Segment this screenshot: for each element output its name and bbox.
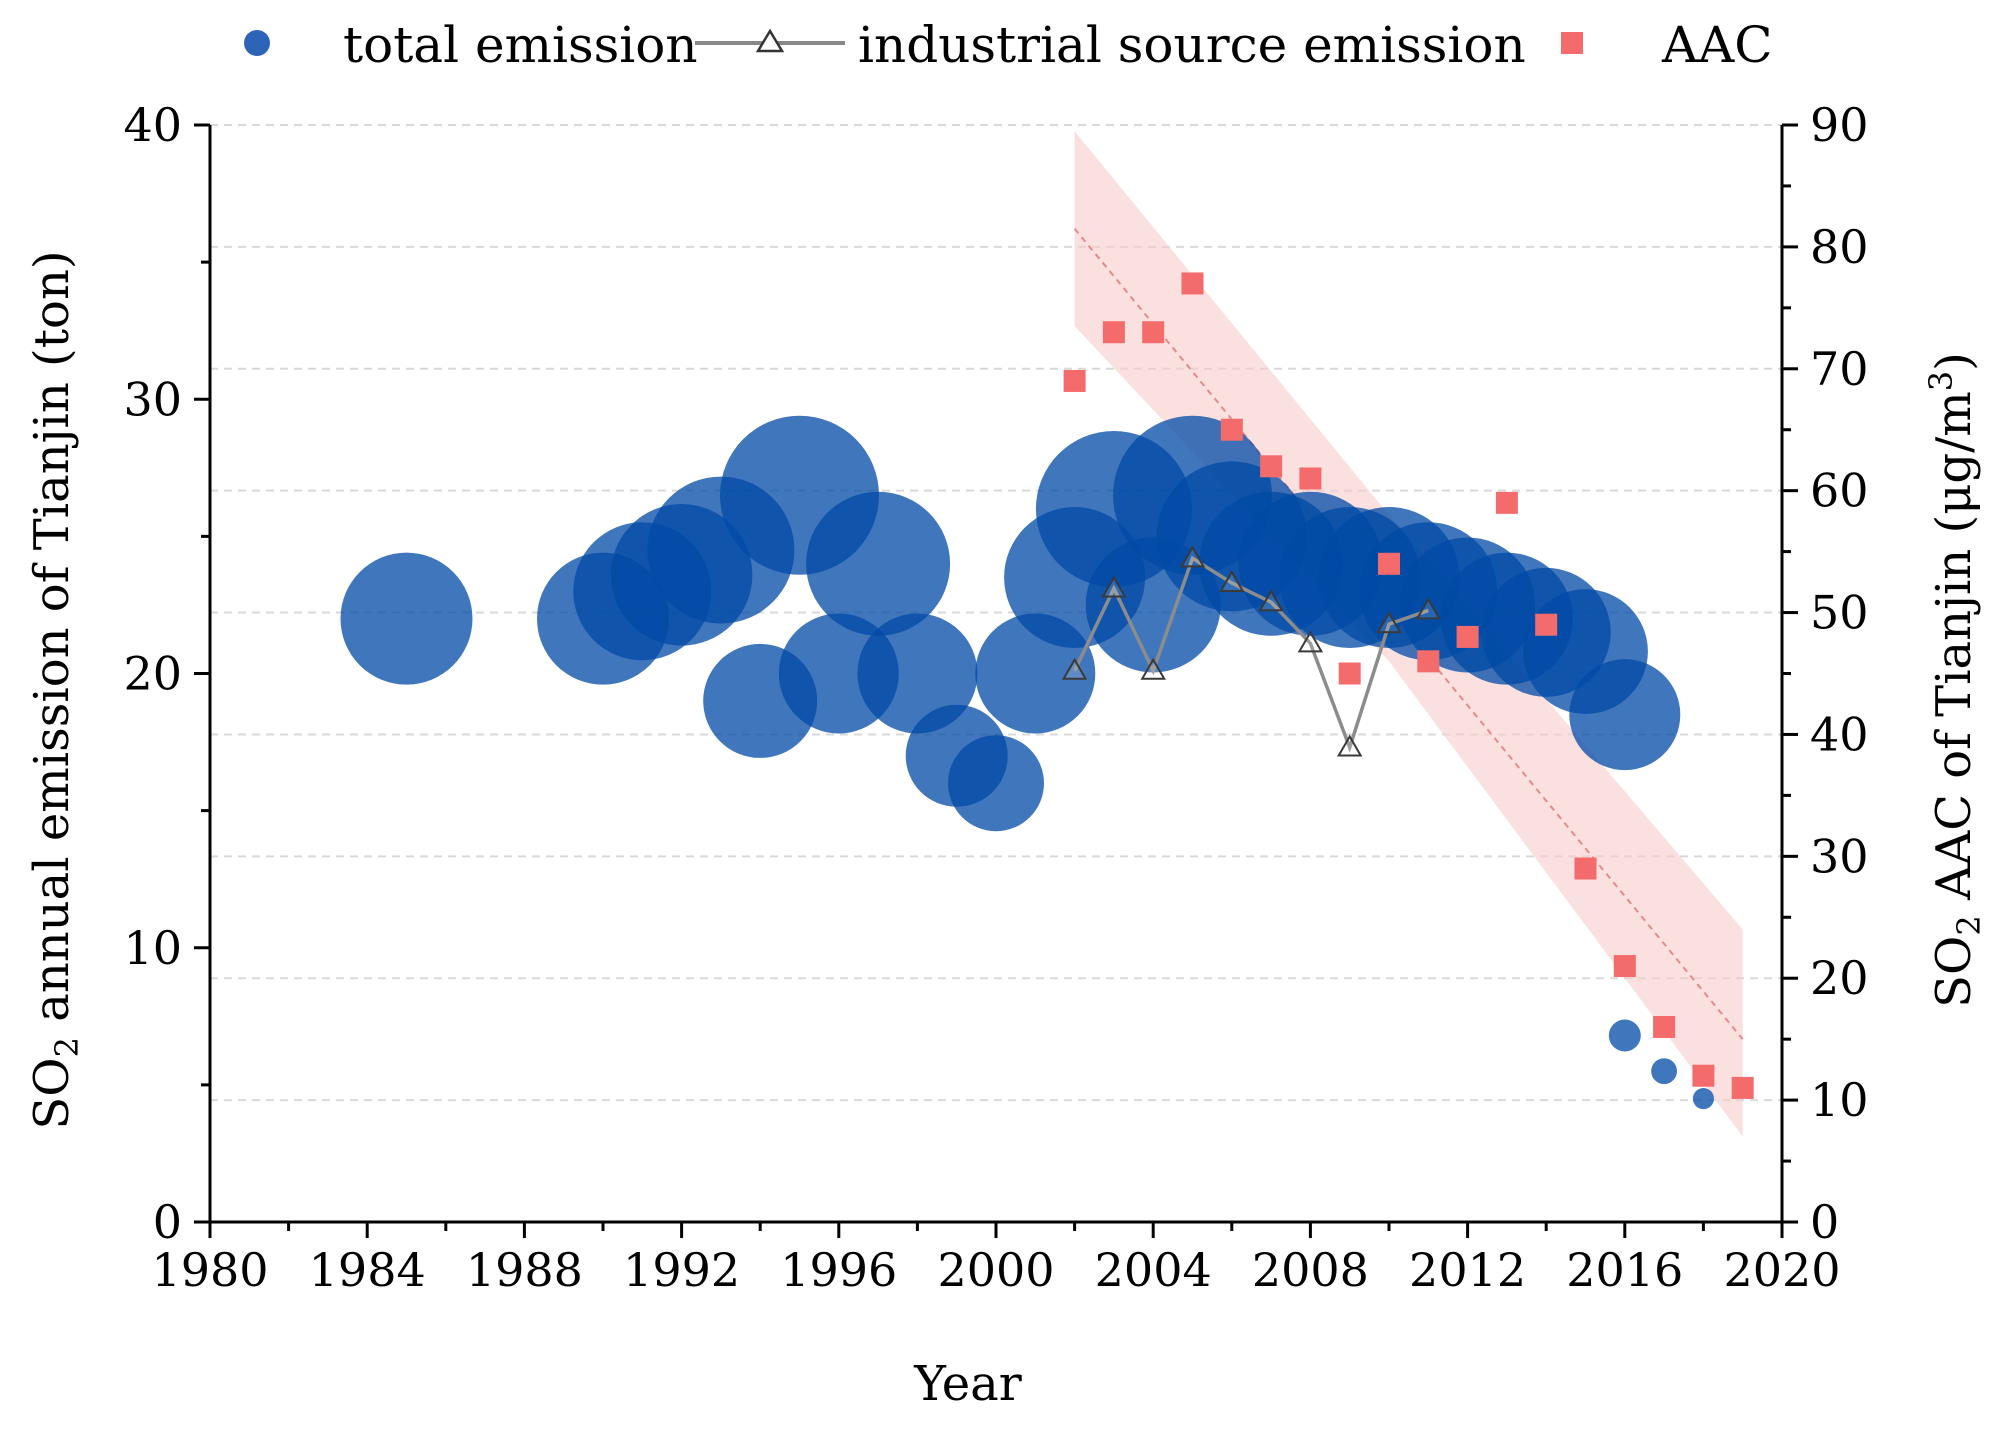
aac-point — [1495, 491, 1518, 514]
total-emission-point — [1569, 659, 1681, 771]
legend-aac-label: AAC — [1661, 16, 1772, 74]
aac-point — [1731, 1076, 1754, 1099]
total-emission-point — [1692, 1088, 1714, 1110]
x-tick-label: 2016 — [1566, 1243, 1683, 1297]
left-y-axis-title: SO2 annual emission of Tianjin (ton) — [24, 250, 86, 1129]
aac-series — [1063, 272, 1754, 1099]
right-y-title-end: ) — [1926, 352, 1982, 371]
aac-point — [1535, 613, 1558, 636]
left-y-tick-label: 30 — [123, 372, 182, 426]
aac-point — [1102, 321, 1125, 344]
right-y-title-mid: AAC of Tianjin (μg/m — [1926, 391, 1982, 915]
industrial-source-point — [1219, 570, 1245, 592]
industrial-source-point — [1179, 545, 1206, 568]
industrial-source-series — [1061, 545, 1442, 757]
aac-point — [1260, 455, 1283, 478]
aac-point — [1063, 369, 1086, 392]
x-axis-title: Year — [913, 1356, 1022, 1412]
x-tick-label: 1992 — [623, 1243, 740, 1297]
right-y-tick-label: 90 — [1810, 98, 1869, 152]
left-y-tick-label: 20 — [123, 647, 182, 701]
total-emission-point — [948, 735, 1044, 832]
right-y-title-main: SO — [1926, 936, 1982, 1008]
right-y-tick-label: 80 — [1810, 220, 1869, 274]
right-y-title-sub: 2 — [1950, 915, 1988, 935]
right-y-tick-label: 10 — [1810, 1073, 1869, 1127]
x-tick-label: 1988 — [466, 1243, 583, 1297]
right-y-axis-title: SO2 AAC of Tianjin (μg/m3) — [1922, 352, 1988, 1008]
legend-total-emission-marker — [244, 30, 270, 56]
x-tick-label: 2008 — [1252, 1243, 1369, 1297]
left-y-title-rest: annual emission of Tianjin (ton) — [24, 250, 80, 1037]
total-emission-point — [1651, 1058, 1678, 1085]
industrial-source-point — [1061, 657, 1088, 680]
industrial-source-point — [1297, 630, 1324, 653]
aac-point — [1338, 662, 1361, 685]
industrial-source-point — [1336, 734, 1363, 757]
industrial-source-point — [1140, 657, 1166, 680]
legend-industrial-label: industrial source emission — [858, 16, 1526, 74]
total-emission-point — [1608, 1019, 1641, 1052]
axes — [194, 123, 1798, 1238]
total-emission-point — [340, 552, 473, 685]
legend-aac-marker — [1561, 32, 1583, 54]
industrial-source-line — [1073, 555, 1429, 753]
legend: total emission industrial source emissio… — [244, 16, 1772, 74]
aac-point — [1220, 418, 1243, 441]
aac-point — [1142, 321, 1165, 344]
left-y-tick-label: 0 — [153, 1195, 182, 1249]
left-y-tick-label: 10 — [123, 921, 182, 975]
aac-point — [1181, 272, 1204, 295]
aac-point — [1653, 1015, 1676, 1038]
tick-labels: 1980 1984 1988 1992 1996 2000 2004 2008 2012 2016… — [123, 98, 1868, 1297]
legend-industrial-marker — [755, 28, 785, 53]
left-y-title-sub: 2 — [48, 1037, 86, 1057]
left-y-tick-label: 40 — [123, 98, 182, 152]
right-y-tick-label: 60 — [1810, 464, 1869, 518]
x-tick-label: 2004 — [1095, 1243, 1212, 1297]
industrial-source-point — [1101, 575, 1127, 598]
aac-point — [1299, 467, 1322, 490]
x-tick-label: 1984 — [309, 1243, 426, 1297]
right-y-tick-label: 20 — [1810, 951, 1869, 1005]
x-tick-label: 2000 — [937, 1243, 1054, 1297]
industrial-source-point — [1258, 589, 1284, 612]
x-tick-label: 2020 — [1723, 1243, 1840, 1297]
x-tick-label: 1996 — [780, 1243, 897, 1297]
industrial-source-point — [1376, 611, 1402, 634]
aac-point — [1574, 857, 1597, 880]
legend-total-emission-label: total emission — [343, 16, 698, 74]
right-y-tick-label: 70 — [1810, 342, 1869, 396]
right-y-tick-label: 40 — [1810, 707, 1869, 761]
aac-point — [1378, 552, 1400, 575]
right-y-tick-label: 0 — [1810, 1195, 1839, 1249]
right-y-tick-label: 30 — [1810, 829, 1869, 883]
aac-point — [1456, 625, 1479, 648]
right-y-tick-label: 50 — [1810, 586, 1869, 640]
total-emission-series — [340, 415, 1714, 1110]
right-y-title-sup: 3 — [1922, 371, 1960, 391]
x-tick-label: 1980 — [151, 1243, 268, 1297]
x-tick-label: 2012 — [1409, 1243, 1526, 1297]
industrial-source-point — [1415, 597, 1442, 620]
aac-point — [1613, 955, 1636, 978]
aac-point — [1417, 650, 1440, 673]
total-emission-point — [806, 491, 951, 636]
total-emission-point — [857, 613, 978, 734]
aac-point — [1692, 1064, 1715, 1087]
left-y-title-main: SO — [24, 1057, 80, 1129]
